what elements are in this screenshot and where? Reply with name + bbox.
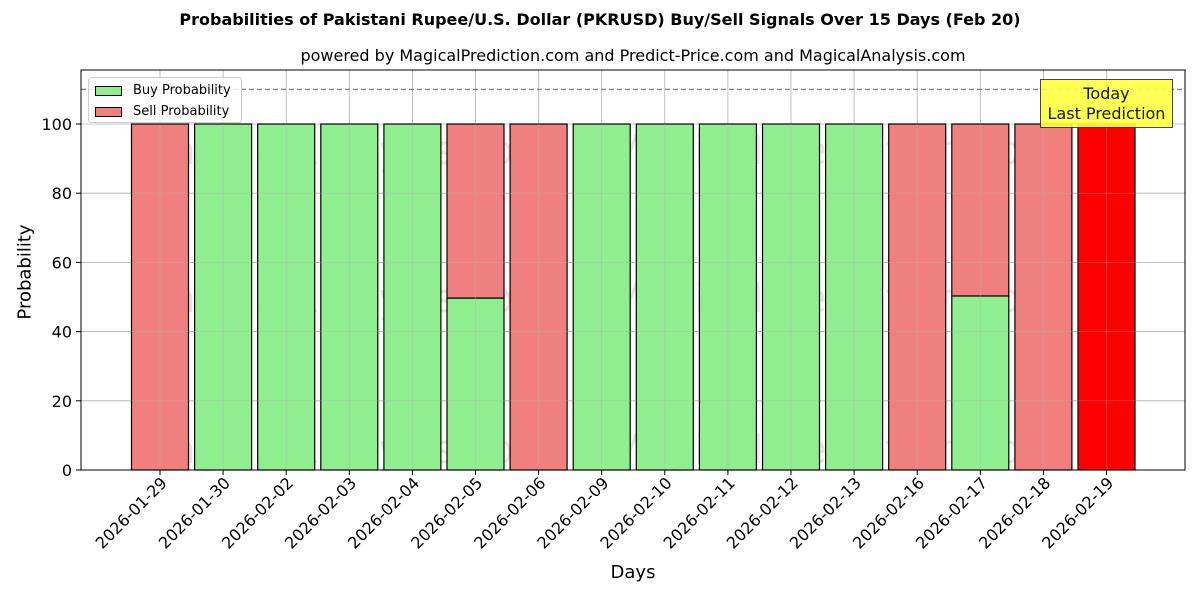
chart-title: Probabilities of Pakistani Rupee/U.S. Do… — [179, 10, 1021, 29]
legend: Buy Probability Sell Probability — [88, 77, 242, 123]
annotation-line-1: Today — [1083, 84, 1130, 103]
y-tick-label: 60 — [52, 253, 72, 272]
legend-buy-label: Buy Probability — [133, 83, 231, 98]
y-tick-label: 20 — [52, 392, 72, 411]
chart-subtitle: powered by MagicalPrediction.com and Pre… — [300, 46, 966, 65]
y-tick-label: 40 — [52, 323, 72, 342]
y-axis-label: Probability — [14, 224, 36, 320]
legend-item-buy: Buy Probability — [95, 83, 231, 98]
y-tick-label: 80 — [52, 184, 72, 203]
legend-sell-label: Sell Probability — [133, 104, 230, 119]
y-tick-label: 0 — [62, 461, 72, 480]
sell-swatch-icon — [95, 106, 122, 117]
plot-frame — [80, 69, 1186, 471]
y-tick-label: 100 — [41, 115, 72, 134]
today-annotation: Today Last Prediction — [1040, 79, 1173, 128]
annotation-line-2: Last Prediction — [1047, 104, 1166, 123]
x-axis-label: Days — [610, 562, 656, 583]
buy-swatch-icon — [95, 85, 122, 96]
legend-item-sell: Sell Probability — [95, 104, 229, 119]
